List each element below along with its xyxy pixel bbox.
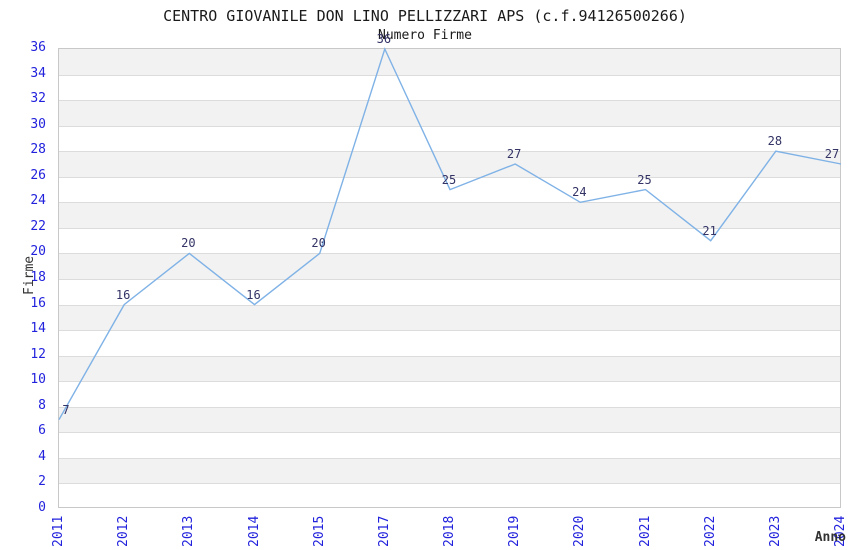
y-axis-tick-label: 14 xyxy=(30,321,46,337)
plot-area xyxy=(58,47,842,508)
x-axis-tick-label: 2013 xyxy=(181,515,197,547)
y-axis-title: Firme xyxy=(22,255,37,295)
y-axis-tick-label: 30 xyxy=(30,116,46,132)
y-axis-tick-label: 32 xyxy=(30,91,46,107)
grid-band xyxy=(59,457,840,484)
x-axis-tick-label: 2019 xyxy=(507,515,523,547)
grid-line xyxy=(59,125,840,127)
data-point-label: 16 xyxy=(246,287,261,302)
grid-line xyxy=(59,330,840,332)
data-point-label: 20 xyxy=(311,236,326,251)
grid-line xyxy=(59,227,840,229)
grid-band xyxy=(59,253,840,279)
y-axis-tick-label: 18 xyxy=(30,270,46,285)
data-point-label: 16 xyxy=(115,287,131,302)
chart-subtitle: Numero Firme xyxy=(378,28,472,43)
grid-band xyxy=(59,49,840,75)
grid-line xyxy=(59,151,840,153)
x-axis-tick-label: 2022 xyxy=(702,515,718,547)
series-canvas xyxy=(58,47,842,420)
data-point-label: 27 xyxy=(506,147,522,161)
grid-line xyxy=(59,74,840,76)
line-series xyxy=(58,47,842,420)
y-axis-tick-label: 6 xyxy=(38,423,46,439)
x-axis-tick-label: 2021 xyxy=(637,515,653,547)
data-point-label: 28 xyxy=(767,134,783,149)
y-axis-tick-label: 26 xyxy=(30,167,46,183)
grid-band xyxy=(59,355,840,382)
y-axis-tick-label: 36 xyxy=(30,40,46,55)
data-point-label: 7 xyxy=(62,402,70,417)
grid-line xyxy=(59,432,840,434)
data-point-label: 25 xyxy=(637,172,652,187)
grid-line xyxy=(59,355,840,357)
y-axis-tick-label: 24 xyxy=(30,193,46,209)
data-point-label: 24 xyxy=(572,185,587,200)
chart-title: CENTRO GIOVANILE DON LINO PELLIZZARI APS… xyxy=(163,7,687,25)
x-axis-tick-label: 2017 xyxy=(376,515,392,547)
x-axis-tick-label: 2018 xyxy=(442,515,457,547)
grid-line xyxy=(59,176,840,178)
grid-line xyxy=(59,457,840,459)
x-axis-tick-label: 2015 xyxy=(311,515,327,547)
grid-band xyxy=(59,304,840,331)
grid-line xyxy=(59,406,840,408)
grid-band xyxy=(59,202,840,228)
y-axis-tick-label: 12 xyxy=(30,346,46,362)
y-axis-tick-label: 28 xyxy=(30,142,46,158)
x-axis-title: Anno xyxy=(814,530,846,545)
grid-line xyxy=(59,381,840,383)
y-axis-tick-label: 0 xyxy=(38,500,46,515)
grid-band xyxy=(59,406,840,433)
y-axis-tick-label: 20 xyxy=(30,244,46,260)
x-axis-tick-label: 2011 xyxy=(51,515,66,547)
grid-line xyxy=(59,483,840,485)
grid-line xyxy=(59,100,840,102)
grid-band xyxy=(59,100,840,126)
grid-line xyxy=(59,304,840,306)
data-point-label: 20 xyxy=(181,236,196,251)
x-axis-tick-label: 2014 xyxy=(246,515,262,547)
x-axis-tick-label: 2020 xyxy=(572,515,588,547)
y-axis-tick-label: 8 xyxy=(38,397,46,413)
grid-line xyxy=(59,279,840,280)
data-point-label: 36 xyxy=(376,32,392,46)
y-axis-tick-label: 16 xyxy=(30,295,46,311)
x-axis-tick-label: 2023 xyxy=(767,515,783,547)
y-axis-tick-label: 22 xyxy=(30,218,46,234)
data-point-label: 27 xyxy=(824,147,840,161)
y-axis-tick-label: 34 xyxy=(30,65,46,81)
x-axis-tick-label: 2012 xyxy=(116,515,132,547)
y-axis-tick-label: 10 xyxy=(30,372,46,388)
data-point-label: 25 xyxy=(441,172,457,187)
grid-line xyxy=(59,253,840,255)
grid-band xyxy=(59,151,840,177)
grid-line xyxy=(59,202,840,204)
y-axis-tick-label: 2 xyxy=(38,474,46,490)
data-point-label: 21 xyxy=(702,223,717,238)
y-axis-tick-label: 4 xyxy=(38,448,46,464)
